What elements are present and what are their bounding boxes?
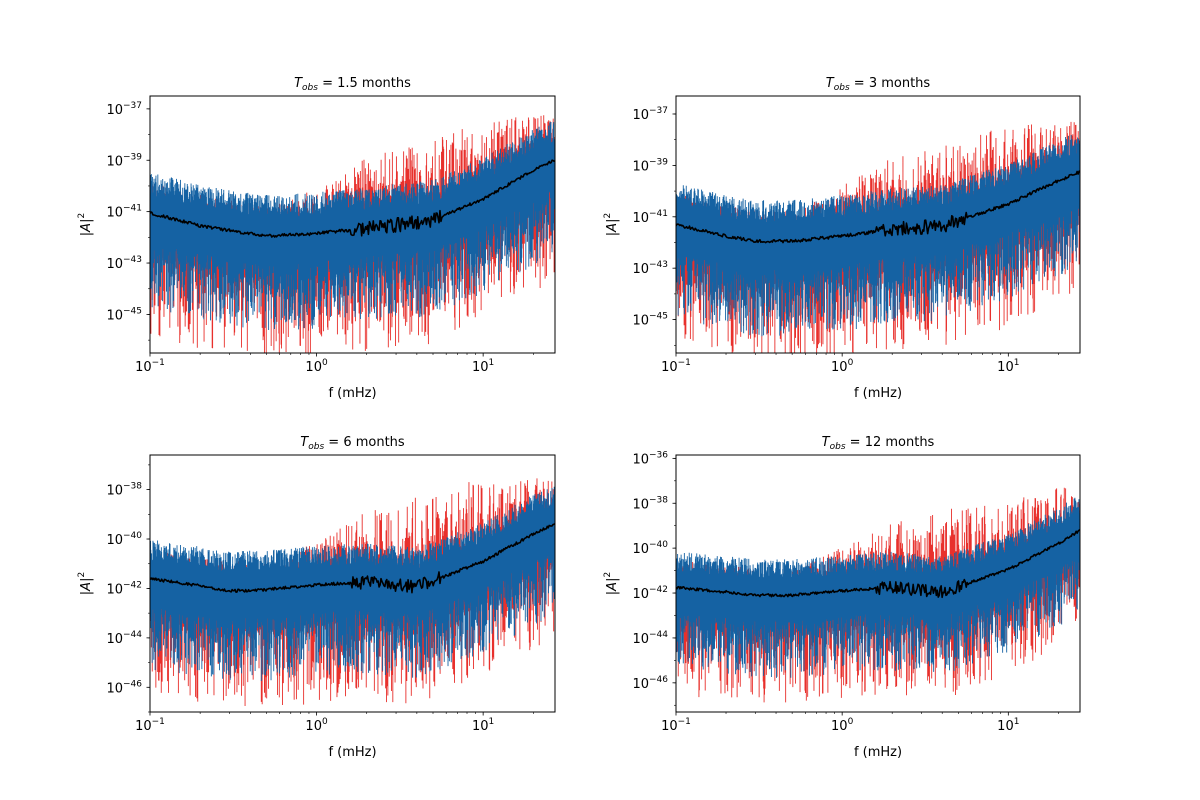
y-tick-label: 10−39: [632, 157, 668, 174]
axes-frame: [149, 454, 556, 713]
y-axis-label: |A|2: [603, 213, 620, 236]
y-axis-label: |A|2: [77, 572, 94, 595]
x-axis-label: f (mHz): [328, 386, 376, 401]
x-axis-label: f (mHz): [854, 745, 902, 760]
chart-panel-1: 10−1 100 101 10−45 10−43 10−41 10−39 10−37 Tobs …: [77, 76, 556, 401]
axes-frame: [675, 454, 1081, 713]
chart-title: Tobs = 3 months: [826, 76, 931, 93]
y-tick-label: 10−39: [106, 152, 142, 169]
x-axis-label: f (mHz): [854, 386, 902, 401]
x-axis-label: f (mHz): [328, 745, 376, 760]
x-tick-label: 10−1: [661, 358, 691, 375]
y-tick-label: 10−44: [106, 630, 142, 647]
y-tick-label: 10−40: [106, 531, 142, 548]
plot-area: [676, 487, 1080, 703]
plot-area: [150, 115, 555, 353]
x-tick-label: 100: [305, 358, 328, 375]
y-tick-label: 10−41: [106, 204, 142, 221]
chart-panel-4: 10−1 100 101 10−46 10−44 10−42 10−40 10−38 10−36…: [603, 435, 1081, 760]
plot-area: [676, 121, 1080, 353]
y-tick-label: 10−36: [632, 450, 668, 467]
x-tick-label: 10−1: [135, 717, 165, 734]
x-tick-label: 100: [305, 717, 328, 734]
psd-series: [150, 523, 555, 594]
y-tick-label: 10−38: [106, 482, 142, 499]
y-tick-label: 10−40: [632, 540, 668, 557]
x-tick-label: 101: [472, 717, 494, 734]
axes-frame: [675, 95, 1081, 354]
x-tick-label: 100: [831, 358, 854, 375]
y-tick-label: 10−41: [632, 209, 668, 226]
x-tick-label: 10−1: [135, 358, 165, 375]
y-tick-label: 10−45: [632, 312, 668, 329]
x-tick-label: 101: [997, 717, 1019, 734]
y-tick-label: 10−42: [632, 585, 668, 602]
y-tick-label: 10−45: [106, 306, 142, 323]
chart-title: Tobs = 1.5 months: [294, 76, 411, 93]
chart-panel-2: 10−1 100 101 10−45 10−43 10−41 10−39 10−37 Tobs …: [603, 76, 1081, 401]
y-tick-label: 10−37: [632, 106, 668, 123]
chart-title: Tobs = 12 months: [822, 435, 935, 452]
y-axis-label: |A|2: [603, 572, 620, 595]
y-tick-label: 10−38: [632, 495, 668, 512]
x-tick-label: 100: [831, 717, 854, 734]
x-tick-label: 101: [997, 358, 1019, 375]
y-axis-label: |A|2: [77, 213, 94, 236]
x-tick-label: 10−1: [661, 717, 691, 734]
plot-area: [150, 478, 555, 707]
psd-series: [676, 170, 1080, 244]
noise-series: [676, 135, 1080, 337]
y-tick-label: 10−37: [106, 101, 142, 118]
axes-frame: [149, 95, 556, 354]
chart-title: Tobs = 6 months: [300, 435, 405, 452]
y-tick-label: 10−43: [106, 255, 142, 272]
y-tick-label: 10−44: [632, 630, 668, 647]
x-tick-label: 101: [472, 358, 494, 375]
y-tick-label: 10−43: [632, 260, 668, 277]
psd-series: [676, 528, 1080, 599]
psd-series: [150, 159, 555, 238]
y-tick-label: 10−42: [106, 580, 142, 597]
y-tick-label: 10−46: [106, 679, 142, 696]
chart-panel-3: 10−1 100 101 10−46 10−44 10−42 10−40 10−38 Tobs …: [77, 435, 556, 760]
y-tick-label: 10−46: [632, 675, 668, 692]
